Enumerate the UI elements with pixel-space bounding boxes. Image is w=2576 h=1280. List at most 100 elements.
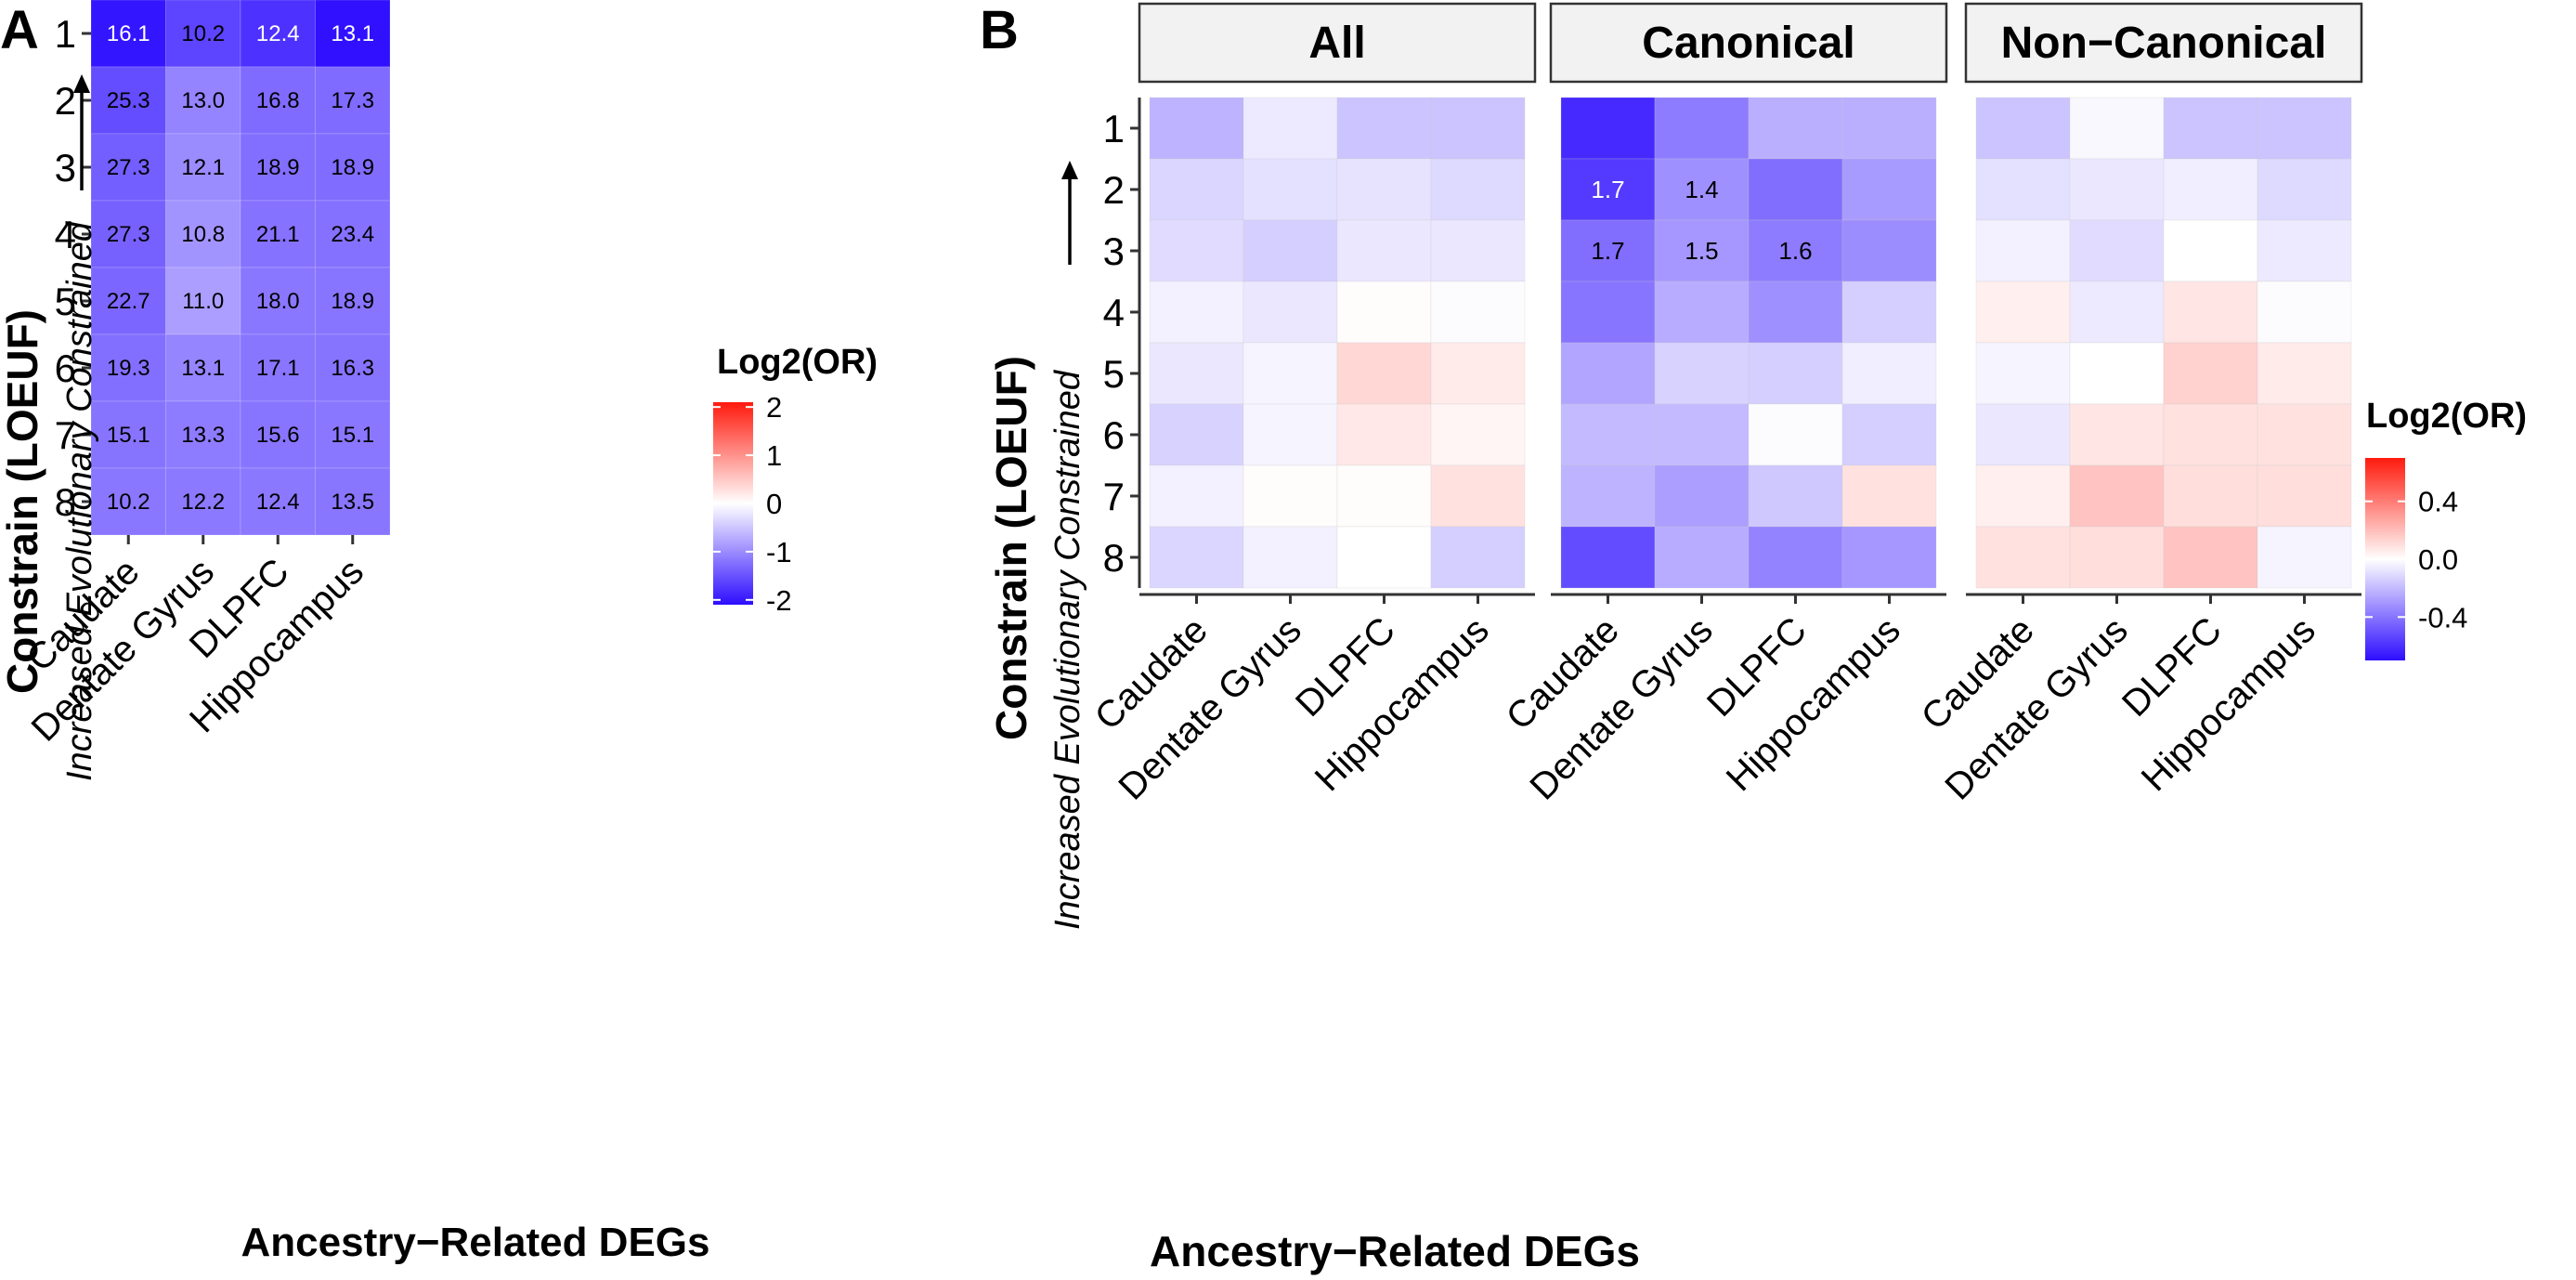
cell-label: 13.1 (181, 356, 225, 381)
heatmap-cell (1336, 97, 1432, 160)
y-tick-label: 4 (55, 213, 76, 256)
heatmap-cell (240, 400, 316, 469)
heatmap-cell (1430, 97, 1526, 160)
heatmap-cell (1242, 158, 1338, 221)
heatmap-cell (1748, 342, 1843, 405)
cell-label: 13.1 (331, 21, 374, 46)
y-tick-label: 4 (1103, 291, 1125, 334)
cell-label: 13.3 (181, 423, 225, 448)
cell-label: 22.7 (107, 289, 150, 314)
y-tick-label: 3 (55, 146, 76, 189)
panel-b-arrow (1061, 161, 1078, 265)
heatmap-cell (2069, 158, 2165, 221)
cell-label: 1.5 (1685, 237, 1718, 265)
legend-tick-label: 0.0 (2418, 543, 2458, 576)
heatmap-cell (90, 0, 166, 68)
panel-tag-b: B (980, 0, 1019, 60)
y-tick-label: 3 (1103, 229, 1125, 273)
cell-label: 15.6 (256, 423, 300, 448)
heatmap-cell (165, 200, 241, 268)
heatmap-cell (1336, 281, 1432, 344)
heatmap-cell (90, 200, 166, 268)
legend-tick-label: 1 (766, 439, 782, 472)
cell-label: 18.9 (331, 289, 374, 314)
y-tick-label: 8 (1103, 536, 1125, 580)
legend-tick-label: -0.4 (2418, 601, 2467, 633)
cell-label: 13.5 (331, 490, 374, 515)
heatmap-cell (1748, 281, 1843, 344)
cell-label: 11.0 (182, 289, 224, 314)
heatmap-cell (1975, 158, 2071, 221)
panel-a-y-axis-subtitle: Increased Evolutionary Constrained (60, 220, 99, 781)
heatmap-cell (1560, 464, 1656, 528)
heatmap-cell (2163, 219, 2258, 282)
heatmap-cell (2257, 97, 2352, 160)
cell-label: 13.0 (181, 88, 225, 113)
legend-tick-label: 0.4 (2418, 486, 2458, 518)
heatmap-cell (1336, 464, 1432, 528)
panel-b-y-axis-title: Constrain (LOEUF) (987, 356, 1035, 740)
cell-label: 10.8 (181, 222, 225, 247)
heatmap-cell (1242, 342, 1338, 405)
panel-b-y-axis: 1 2 3 4 5 6 7 8 (1103, 98, 1141, 588)
heatmap-cell (1748, 526, 1843, 589)
heatmap-cell (1975, 219, 2071, 282)
heatmap-cell (90, 267, 166, 335)
heatmap-cell (1242, 403, 1338, 466)
facet-strip (1964, 2, 2363, 84)
heatmap-cell (240, 333, 316, 402)
panel-a-y-axis-title: Constrain (LOEUF) (0, 309, 46, 694)
heatmap-cell (90, 333, 166, 402)
heatmap-cell (1841, 464, 1937, 528)
heatmap-cell (2163, 464, 2258, 528)
heatmap-cell (1748, 219, 1843, 282)
cell-label: 23.4 (331, 222, 374, 247)
cell-label: 17.1 (256, 356, 300, 381)
heatmap-cell (2257, 219, 2352, 282)
cell-label: 25.3 (107, 88, 150, 113)
cell-label: 1.7 (1591, 176, 1624, 203)
cell-label: 12.2 (181, 490, 225, 515)
heatmap-cell (2163, 403, 2258, 466)
heatmap-cell (1149, 158, 1244, 221)
cell-label: 1.6 (1778, 237, 1812, 265)
cell-label: 10.2 (107, 490, 150, 515)
heatmap-cell (1149, 403, 1244, 466)
heatmap-cell (1336, 403, 1432, 466)
heatmap-cell (1430, 342, 1526, 405)
heatmap-cell (1654, 281, 1750, 344)
heatmap-cell (165, 467, 241, 536)
heatmap-cell (315, 467, 391, 536)
cell-label: 16.3 (331, 356, 374, 381)
heatmap-cell (1654, 464, 1750, 528)
facet-strip (1138, 2, 1537, 84)
heatmap-cell (1841, 158, 1937, 221)
heatmap-cell (1336, 342, 1432, 405)
heatmap-cell (1149, 219, 1244, 282)
legend-tick-label: 2 (766, 391, 782, 424)
legend-tick-label: -1 (766, 536, 792, 568)
heatmap-cell (2163, 97, 2258, 160)
heatmap-cell (1430, 403, 1526, 466)
heatmap-cell (2069, 219, 2165, 282)
heatmap-cell (1560, 281, 1656, 344)
heatmap-cell (1748, 97, 1843, 160)
heatmap-cell (240, 267, 316, 335)
panel-a-arrow (73, 74, 90, 190)
heatmap-cell (240, 467, 316, 536)
heatmap-cell (1975, 97, 2071, 160)
heatmap-cell (1654, 342, 1750, 405)
panel-b-x-axis-title: Ancestry−Related DEGs (1150, 1227, 1640, 1275)
heatmap-cell (315, 267, 391, 335)
panel-a-cells: 16.1 10.2 12.4 13.1 25.3 13.0 16.8 17.3 27.3 12.1… (90, 0, 391, 536)
heatmap-cell (2069, 464, 2165, 528)
heatmap-cell (2257, 281, 2352, 344)
cell-label: 1.4 (1685, 176, 1718, 203)
panel-a-legend-title: Log2(OR) (717, 343, 878, 382)
cell-label: 18.9 (331, 155, 374, 180)
cell-label: 21.1 (256, 222, 300, 247)
cell-label: 10.2 (181, 21, 225, 46)
heatmap-cell (1841, 219, 1937, 282)
